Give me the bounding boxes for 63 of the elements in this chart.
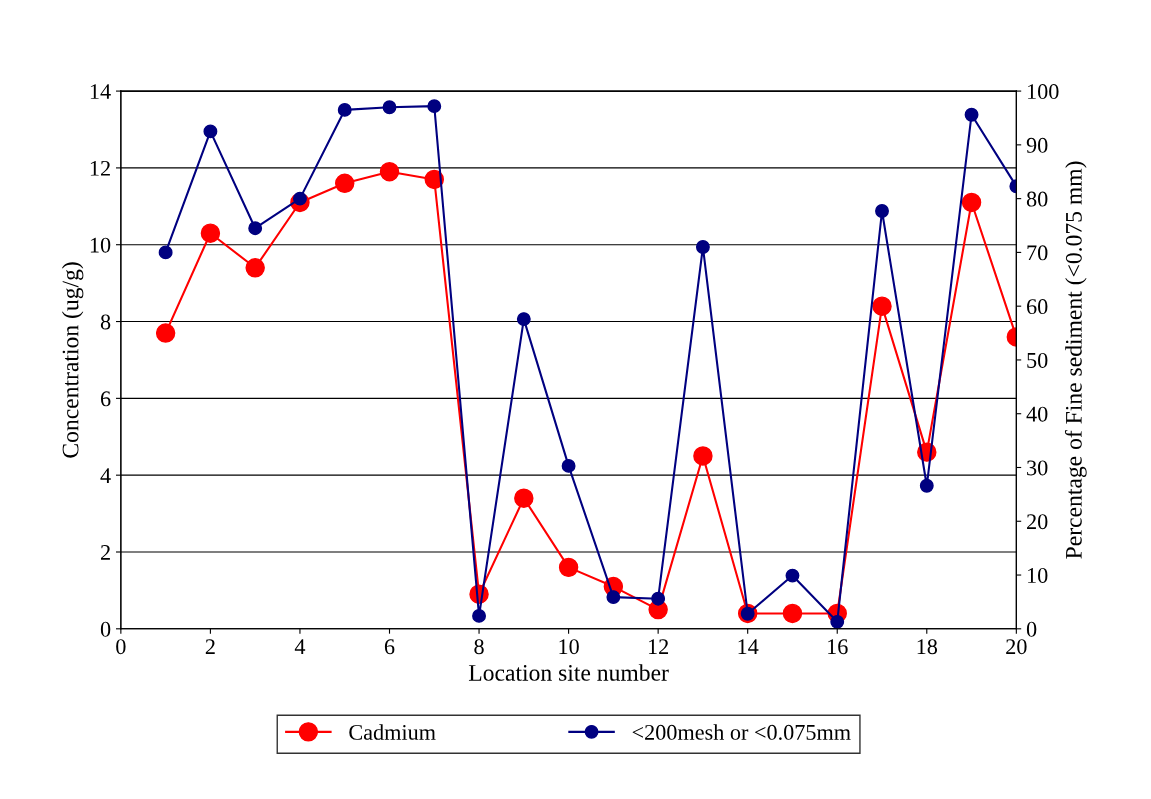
y-tick-label: 4 (100, 468, 111, 483)
y2-tick-label: 90 (1026, 137, 1048, 153)
point (158, 245, 173, 260)
point (695, 240, 710, 254)
point (472, 608, 486, 623)
point (335, 173, 355, 193)
point (558, 557, 579, 578)
x-tick-label: 10 (559, 639, 579, 655)
x-tick-label: 0 (116, 639, 126, 655)
y-tick-label: 14 (90, 84, 111, 99)
point (875, 204, 889, 218)
y2-tick-label: 30 (1027, 460, 1048, 476)
y2-tick-label: 40 (1026, 406, 1048, 422)
x-tick-label: 16 (828, 639, 848, 655)
point (782, 603, 803, 624)
y2-tick-label: 70 (1027, 245, 1048, 261)
x-tick-label: 8 (474, 639, 484, 655)
y2-tick-label: 10 (1028, 567, 1048, 583)
y2-axis-title: Percentage of Fine sediment (<0.075 mm) (1064, 161, 1087, 559)
x-tick-label: 14 (738, 639, 759, 654)
y2-tick-label: 50 (1027, 352, 1048, 368)
point (337, 102, 352, 117)
point (964, 107, 979, 122)
point (919, 478, 934, 493)
point (516, 312, 531, 327)
point (382, 100, 397, 115)
point (427, 99, 442, 114)
x-tick-label: 2 (205, 639, 215, 654)
y-tick-label: 12 (90, 160, 110, 176)
point (514, 488, 534, 508)
point (785, 568, 800, 583)
point (830, 614, 845, 629)
y2-tick-label: 80 (1026, 191, 1048, 207)
y-axis-title: Concentration (ug/g) (61, 262, 84, 458)
point (651, 591, 666, 606)
point (155, 323, 176, 343)
point (872, 296, 892, 316)
y2-tick-label: 100 (1028, 84, 1059, 100)
x-tick-label: 4 (294, 639, 306, 654)
point (606, 590, 621, 605)
x-tick-label: 12 (648, 639, 669, 654)
y2-tick-label: 20 (1027, 514, 1048, 530)
y-tick-label: 8 (100, 314, 111, 330)
y2-tick-label: 60 (1027, 299, 1048, 315)
x-axis-title: Location site number (468, 664, 669, 681)
point (245, 258, 265, 278)
y-tick-label: 10 (90, 237, 111, 253)
x-tick-label: 6 (384, 639, 395, 655)
point (961, 192, 982, 213)
point (561, 458, 576, 473)
y-tick-label: 0 (100, 621, 111, 637)
point (248, 221, 263, 236)
legend-label: <200mesh or <0.075mm (632, 724, 851, 740)
y-tick-label: 6 (100, 391, 111, 407)
y-tick-label: 2 (101, 544, 110, 560)
legend-label: Cadmium (349, 724, 436, 740)
x-tick-label: 20 (1006, 639, 1027, 655)
point (693, 446, 713, 466)
y2-tick-label: 0 (1026, 621, 1037, 637)
point (200, 223, 221, 243)
x-tick-label: 18 (917, 639, 938, 655)
point (203, 124, 218, 139)
point (379, 162, 400, 182)
